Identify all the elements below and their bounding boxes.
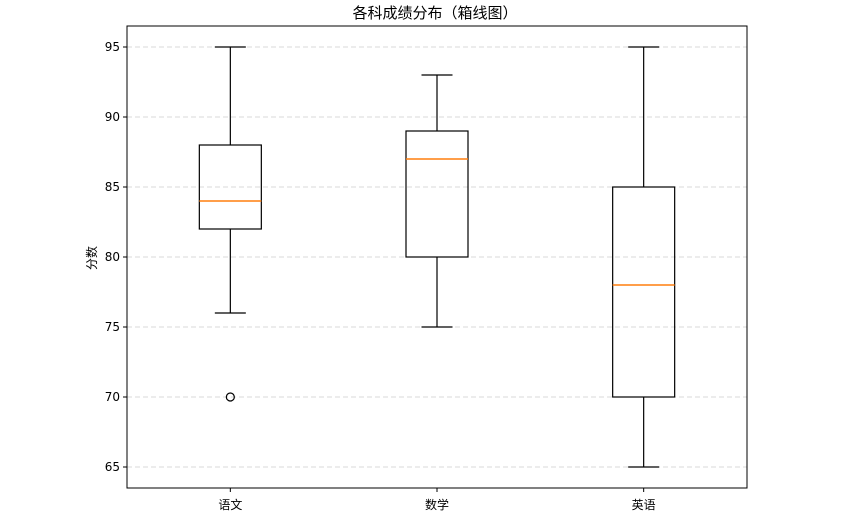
x-tick-label: 语文 [218,497,242,512]
y-tick-label: 70 [105,390,120,404]
x-tick-label: 英语 [632,498,656,512]
y-axis-label: 分数 [84,246,99,270]
box-iqr [405,130,469,258]
x-tick-label: 数学 [425,497,449,512]
chart-title: 各科成绩分布（箱线图） [352,4,517,22]
box-group [612,46,676,468]
y-tick-label: 80 [105,250,120,264]
outlier-point [225,392,235,402]
box-iqr [198,144,262,230]
box-series [198,46,676,468]
y-tick-label: 65 [105,460,120,474]
box-group [198,46,262,402]
box-group [405,74,469,328]
y-axis-ticks: 65 70 75 80 85 90 95 [105,40,127,474]
y-tick-label: 85 [105,180,120,194]
y-tick-label: 90 [105,110,120,124]
x-axis-ticks: 语文 数学 英语 [218,488,656,512]
y-tick-label: 95 [105,40,120,54]
y-tick-label: 75 [105,320,120,334]
box-iqr [612,186,676,398]
